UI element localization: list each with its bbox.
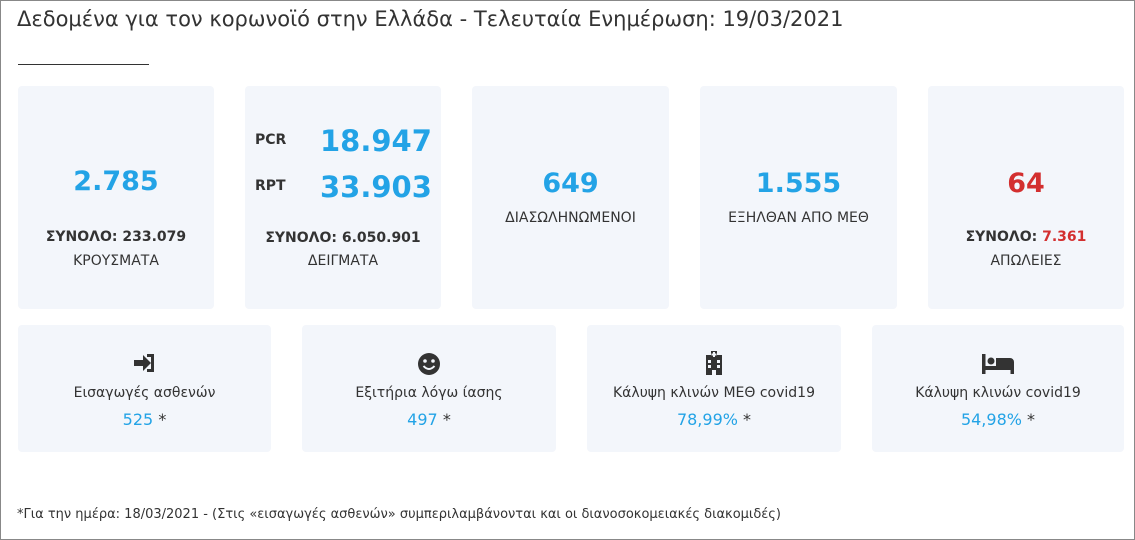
stat-note: * <box>442 410 451 429</box>
card-value: 1.555 <box>755 168 842 199</box>
stat-label: Εισαγωγές ασθενών <box>73 385 216 401</box>
card-label: ΚΡΟΥΣΜΑΤΑ <box>73 253 159 269</box>
stat-note: * <box>743 410 752 429</box>
card-total: ΣΥΝΟΛΟ: 6.050.901 <box>245 230 441 246</box>
total-label: ΣΥΝΟΛΟ: <box>45 229 118 245</box>
title: Δεδομένα για τον κορωνοϊό στην Ελλάδα - … <box>17 7 844 31</box>
card-value: 64 <box>1007 168 1045 199</box>
card-label: ΕΞΗΛΘΑΝ ΑΠΟ ΜΕΘ <box>728 210 869 226</box>
stat-value: 78,99% <box>676 410 738 429</box>
icon-hospital <box>706 351 722 375</box>
stat-value: 54,98% <box>960 410 1022 429</box>
stat-note: * <box>1027 410 1036 429</box>
card-total: ΣΥΝΟΛΟ: 233.079 <box>18 229 214 245</box>
total-value: 233.079 <box>122 229 187 245</box>
deaths-card: 64 ΣΥΝΟΛΟ: 7.361 ΑΠΩΛΕΙΕΣ <box>928 86 1124 309</box>
icon-bed <box>982 354 1014 374</box>
footnote: *Για την ημέρα: 18/03/2021 - (Στις «εισα… <box>17 507 782 522</box>
total-label: ΣΥΝΟΛΟ: <box>265 230 337 246</box>
stat-label: Εξιτήρια λόγω ίασης <box>355 385 503 401</box>
card-label: ΑΠΩΛΕΙΕΣ <box>990 253 1062 269</box>
stat-row: 78,99% * <box>587 410 841 429</box>
stat-row: 525 * <box>18 410 271 429</box>
stat-note: * <box>158 410 167 429</box>
bed-coverage-card: Κάλυψη κλινών covid19 54,98% * <box>872 325 1124 452</box>
stat-row: 497 * <box>302 410 556 429</box>
icu-coverage-card: Κάλυψη κλινών ΜΕΘ covid19 78,99% * <box>587 325 841 452</box>
tests-card: PCR 18.947 RPT 33.903 ΣΥΝΟΛΟ: 6.050.901 … <box>245 86 441 309</box>
stat-row: 54,98% * <box>872 410 1124 429</box>
icon-smile <box>418 353 440 375</box>
total-value: 7.361 <box>1042 229 1087 245</box>
stat-label: Κάλυψη κλινών covid19 <box>915 385 1081 401</box>
card-value: 2.785 <box>73 166 159 197</box>
stat-label: Κάλυψη κλινών ΜΕΘ covid19 <box>613 385 815 401</box>
total-value: 6.050.901 <box>341 230 421 246</box>
test-value: 18.947 <box>320 124 432 158</box>
icu-discharged-card: 1.555 ΕΞΗΛΘΑΝ ΑΠΟ ΜΕΘ <box>700 86 897 309</box>
admissions-card: Εισαγωγές ασθενών 525 * <box>18 325 271 452</box>
stat-value: 525 <box>122 410 154 429</box>
stat-value: 497 <box>407 410 438 429</box>
test-value: 33.903 <box>320 170 432 204</box>
test-type: PCR <box>255 132 287 148</box>
title-underline <box>18 64 149 65</box>
discharges-card: Εξιτήρια λόγω ίασης 497 * <box>302 325 556 452</box>
cases-card: 2.785 ΣΥΝΟΛΟ: 233.079 ΚΡΟΥΣΜΑΤΑ <box>18 86 214 309</box>
total-label: ΣΥΝΟΛΟ: <box>965 229 1038 245</box>
intubated-card: 649 ΔΙΑΣΩΛΗΝΩΜΕΝΟΙ <box>472 86 669 309</box>
icon-sign-in <box>134 354 154 372</box>
card-total: ΣΥΝΟΛΟ: 7.361 <box>928 229 1124 245</box>
test-type: RPT <box>255 178 286 194</box>
card-label: ΔΕΙΓΜΑΤΑ <box>307 253 379 269</box>
card-label: ΔΙΑΣΩΛΗΝΩΜΕΝΟΙ <box>505 210 636 226</box>
card-value: 649 <box>542 168 599 199</box>
